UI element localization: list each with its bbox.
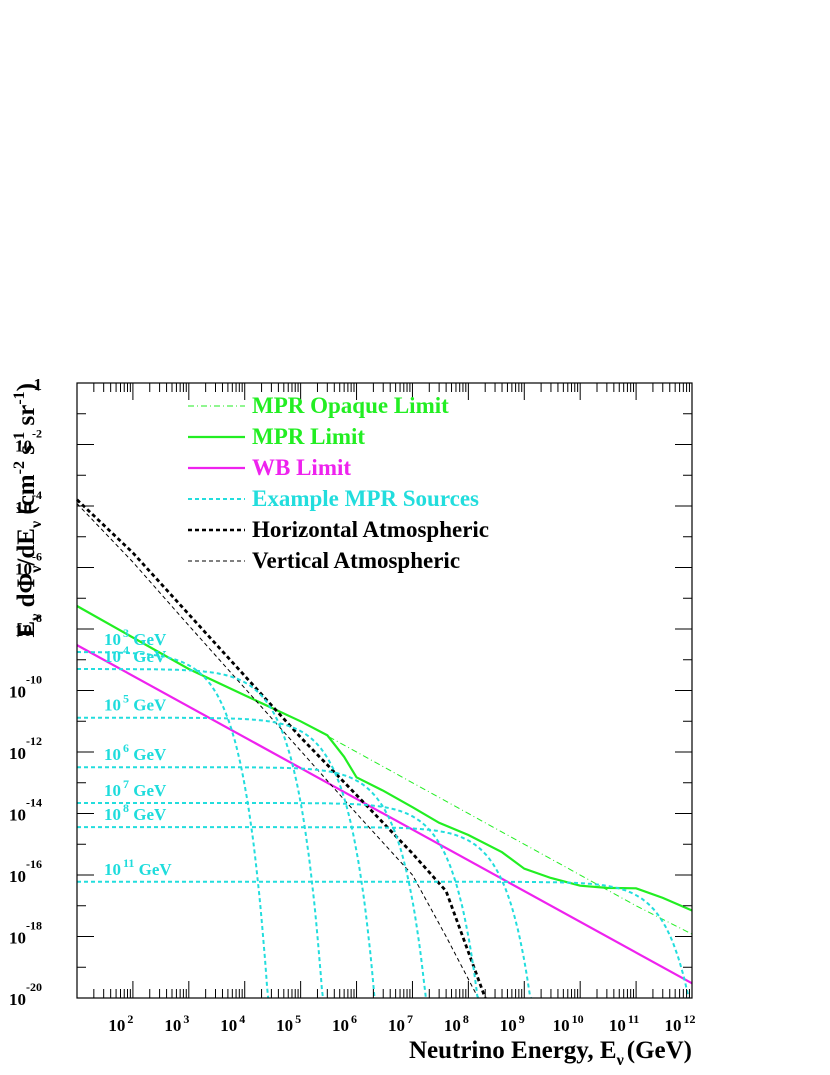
x-axis-title: Neutrino Energy, Eν (GeV) bbox=[409, 1037, 692, 1069]
legend-label-mpr-sources: Example MPR Sources bbox=[252, 486, 479, 511]
source-label-2: 10 4 GeV bbox=[104, 643, 167, 666]
x-tick-label: 10 8 bbox=[444, 1012, 469, 1035]
horizontal-atmospheric-line bbox=[76, 498, 487, 999]
curves-layer bbox=[76, 498, 693, 999]
legend-entry-mpr-sources: Example MPR Sources bbox=[188, 486, 479, 511]
source-label-1: 10 3 GeV bbox=[104, 626, 167, 649]
y-tick-label: 10-10 bbox=[9, 673, 42, 702]
plot-frame bbox=[76, 382, 693, 999]
wb-limit-line bbox=[76, 644, 693, 985]
y-tick-label: 10-12 bbox=[9, 734, 42, 763]
legend-label-wb-limit: WB Limit bbox=[252, 455, 351, 480]
source-label-3: 10 5 GeV bbox=[104, 692, 167, 715]
legend-label-horizontal-atm: Horizontal Atmospheric bbox=[252, 517, 489, 542]
x-tick-label: 10 7 bbox=[388, 1012, 413, 1035]
legend-entry-vertical-atm: Vertical Atmospheric bbox=[188, 548, 460, 573]
legend-entry-horizontal-atm: Horizontal Atmospheric bbox=[188, 517, 489, 542]
legend-entry-mpr-opaque: MPR Opaque Limit bbox=[188, 393, 449, 418]
source-label-6: 10 8 GeV bbox=[104, 801, 167, 824]
x-tick-label: 10 2 bbox=[108, 1012, 133, 1035]
x-tick-label: 10 10 bbox=[553, 1012, 584, 1035]
source-curve-7 bbox=[77, 880, 690, 999]
y-tick-label: 10-2 bbox=[15, 427, 42, 456]
legend-entry-wb-limit: WB Limit bbox=[188, 455, 351, 480]
legend-entry-mpr-limit: MPR Limit bbox=[188, 424, 365, 449]
legend-label-mpr-opaque: MPR Opaque Limit bbox=[252, 393, 449, 418]
legend-label-vertical-atm: Vertical Atmospheric bbox=[252, 548, 460, 573]
y-tick-label: 10-14 bbox=[9, 796, 42, 825]
axis-ticks bbox=[76, 383, 692, 999]
legend: MPR Opaque Limit MPR Limit WB Limit Exam… bbox=[188, 393, 489, 573]
tick-labels: 10 2 10 3 10 4 10 5 10 6 10 7 10 8 10 9 10 10 10 11 10 12 1 10-… bbox=[9, 375, 696, 1035]
mpr-limit-line bbox=[76, 605, 693, 912]
source-curve-2 bbox=[77, 668, 324, 999]
x-tick-label: 10 5 bbox=[276, 1012, 301, 1035]
y-tick-label: 10-4 bbox=[15, 488, 42, 517]
x-tick-label: 10 9 bbox=[500, 1012, 525, 1035]
vertical-atmospheric-line bbox=[76, 503, 479, 999]
y-axis-title: Eν dΦν/dEν (cm-2 s-1 sr-1) bbox=[11, 383, 45, 637]
source-label-5: 10 7 GeV bbox=[104, 777, 167, 800]
source-curve-1 bbox=[77, 651, 270, 999]
y-tick-label: 10-20 bbox=[9, 980, 42, 1009]
x-tick-label: 10 3 bbox=[164, 1012, 189, 1035]
x-tick-label: 10 12 bbox=[665, 1012, 696, 1035]
y-tick-label: 1 bbox=[34, 375, 43, 394]
x-tick-label: 10 6 bbox=[332, 1012, 357, 1035]
source-curve-4 bbox=[77, 766, 427, 999]
source-label-4: 10 6 GeV bbox=[104, 741, 167, 764]
source-curve-5 bbox=[77, 802, 480, 999]
source-curve-6 bbox=[77, 826, 532, 999]
x-tick-label: 10 11 bbox=[609, 1012, 639, 1035]
y-tick-label: 10-6 bbox=[15, 550, 42, 579]
y-tick-label: 10-18 bbox=[9, 919, 42, 948]
legend-label-mpr-limit: MPR Limit bbox=[252, 424, 365, 449]
y-tick-label: 10-8 bbox=[15, 611, 42, 640]
source-label-7: 10 11 GeV bbox=[104, 856, 172, 879]
source-curve-3 bbox=[77, 716, 377, 999]
y-tick-label: 10-16 bbox=[9, 857, 42, 886]
x-tick-label: 10 4 bbox=[220, 1012, 245, 1035]
mpr-opaque-limit-line bbox=[317, 730, 693, 935]
